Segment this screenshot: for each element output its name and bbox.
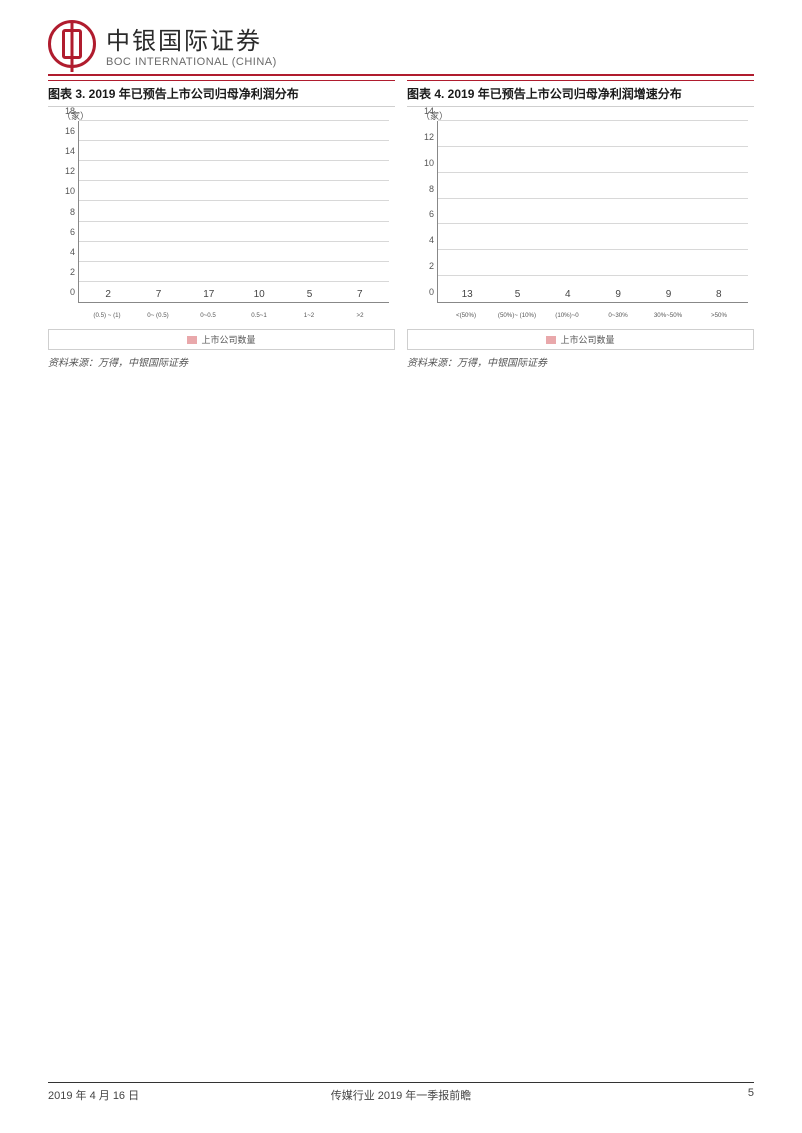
y-tick: 2 (70, 267, 75, 277)
bar-value-label: 2 (105, 289, 111, 300)
y-tick: 12 (65, 166, 75, 176)
y-tick: 8 (429, 184, 434, 194)
bar-column: 17 (187, 289, 231, 302)
bar-value-label: 5 (307, 289, 313, 300)
y-tick: 16 (65, 126, 75, 136)
y-tick: 8 (70, 207, 75, 217)
bar-column: 9 (596, 289, 640, 302)
y-tick: 2 (429, 261, 434, 271)
bar-column: 13 (445, 289, 489, 302)
bar-value-label: 9 (666, 289, 672, 300)
footer-page: 5 (748, 1087, 754, 1103)
chart-3-panel: 图表 3. 2019 年已预告上市公司归母净利润分布 （家） 27171057 … (48, 80, 395, 369)
y-tick: 10 (65, 186, 75, 196)
x-tick-label: 0.5~1 (239, 312, 278, 318)
bar-value-label: 7 (357, 289, 363, 300)
boc-logo-icon (48, 20, 96, 68)
bar-column: 5 (287, 289, 331, 302)
x-tick-label: 1~2 (290, 312, 329, 318)
y-tick: 0 (429, 287, 434, 297)
bar-column: 9 (646, 289, 690, 302)
bar-column: 10 (237, 289, 281, 302)
x-tick-label: >50% (699, 312, 738, 318)
y-tick: 0 (70, 287, 75, 297)
chart-4-source: 资料来源：万得，中银国际证券 (407, 354, 754, 369)
bar-value-label: 7 (156, 289, 162, 300)
bar-value-label: 5 (515, 289, 521, 300)
chart-3-plot: （家） 27171057 024681012141618 (0.5) ~ (1)… (48, 107, 395, 325)
bar-column: 2 (86, 289, 130, 302)
y-tick: 4 (429, 235, 434, 245)
bar-column: 5 (495, 289, 539, 302)
chart-4-plot: （家） 1354998 02468101214 <(50%)(50%)~ (10… (407, 107, 754, 325)
bar-value-label: 8 (716, 289, 722, 300)
chart-4-legend: 上市公司数量 (407, 329, 754, 350)
legend-swatch-icon (546, 336, 556, 344)
bar-column: 7 (338, 289, 382, 302)
chart-3-legend-label: 上市公司数量 (201, 333, 255, 346)
bar-column: 4 (546, 289, 590, 302)
y-tick: 18 (65, 106, 75, 116)
y-tick: 6 (429, 209, 434, 219)
charts-row: 图表 3. 2019 年已预告上市公司归母净利润分布 （家） 27171057 … (48, 80, 754, 369)
company-name-cn: 中银国际证券 (106, 21, 277, 56)
y-tick: 14 (65, 146, 75, 156)
chart-4-title: 图表 4. 2019 年已预告上市公司归母净利润增速分布 (407, 80, 754, 107)
bar-value-label: 13 (462, 289, 473, 300)
legend-swatch-icon (187, 336, 197, 344)
y-tick: 10 (424, 158, 434, 168)
x-tick-label: (10%)~0 (548, 312, 587, 318)
footer-date: 2019 年 4 月 16 日 (48, 1087, 139, 1103)
x-tick-label: (0.5) ~ (1) (88, 312, 127, 318)
bar-value-label: 9 (615, 289, 621, 300)
y-tick: 14 (424, 106, 434, 116)
bar-column: 8 (697, 289, 741, 302)
company-name-en: BOC INTERNATIONAL (CHINA) (106, 56, 277, 68)
chart-3-title: 图表 3. 2019 年已预告上市公司归母净利润分布 (48, 80, 395, 107)
chart-3-source: 资料来源：万得，中银国际证券 (48, 354, 395, 369)
footer-title: 传媒行业 2019 年一季报前瞻 (331, 1087, 472, 1103)
header-text: 中银国际证券 BOC INTERNATIONAL (CHINA) (106, 21, 277, 68)
chart-4-panel: 图表 4. 2019 年已预告上市公司归母净利润增速分布 （家） 1354998… (407, 80, 754, 369)
bar-value-label: 17 (203, 289, 214, 300)
bar-value-label: 10 (254, 289, 265, 300)
y-tick: 12 (424, 132, 434, 142)
x-tick-label: <(50%) (447, 312, 486, 318)
x-tick-label: 0~0.5 (189, 312, 228, 318)
page-header: 中银国际证券 BOC INTERNATIONAL (CHINA) (48, 20, 754, 76)
bar-column: 7 (136, 289, 180, 302)
x-tick-label: >2 (340, 312, 379, 318)
y-tick: 6 (70, 227, 75, 237)
chart-3-legend: 上市公司数量 (48, 329, 395, 350)
page-footer: 2019 年 4 月 16 日 传媒行业 2019 年一季报前瞻 5 (48, 1082, 754, 1103)
x-tick-label: 30%~50% (649, 312, 688, 318)
chart-4-legend-label: 上市公司数量 (560, 333, 614, 346)
y-tick: 4 (70, 247, 75, 257)
x-tick-label: (50%)~ (10%) (497, 312, 536, 318)
bar-value-label: 4 (565, 289, 571, 300)
x-tick-label: 0~30% (598, 312, 637, 318)
x-tick-label: 0~ (0.5) (138, 312, 177, 318)
